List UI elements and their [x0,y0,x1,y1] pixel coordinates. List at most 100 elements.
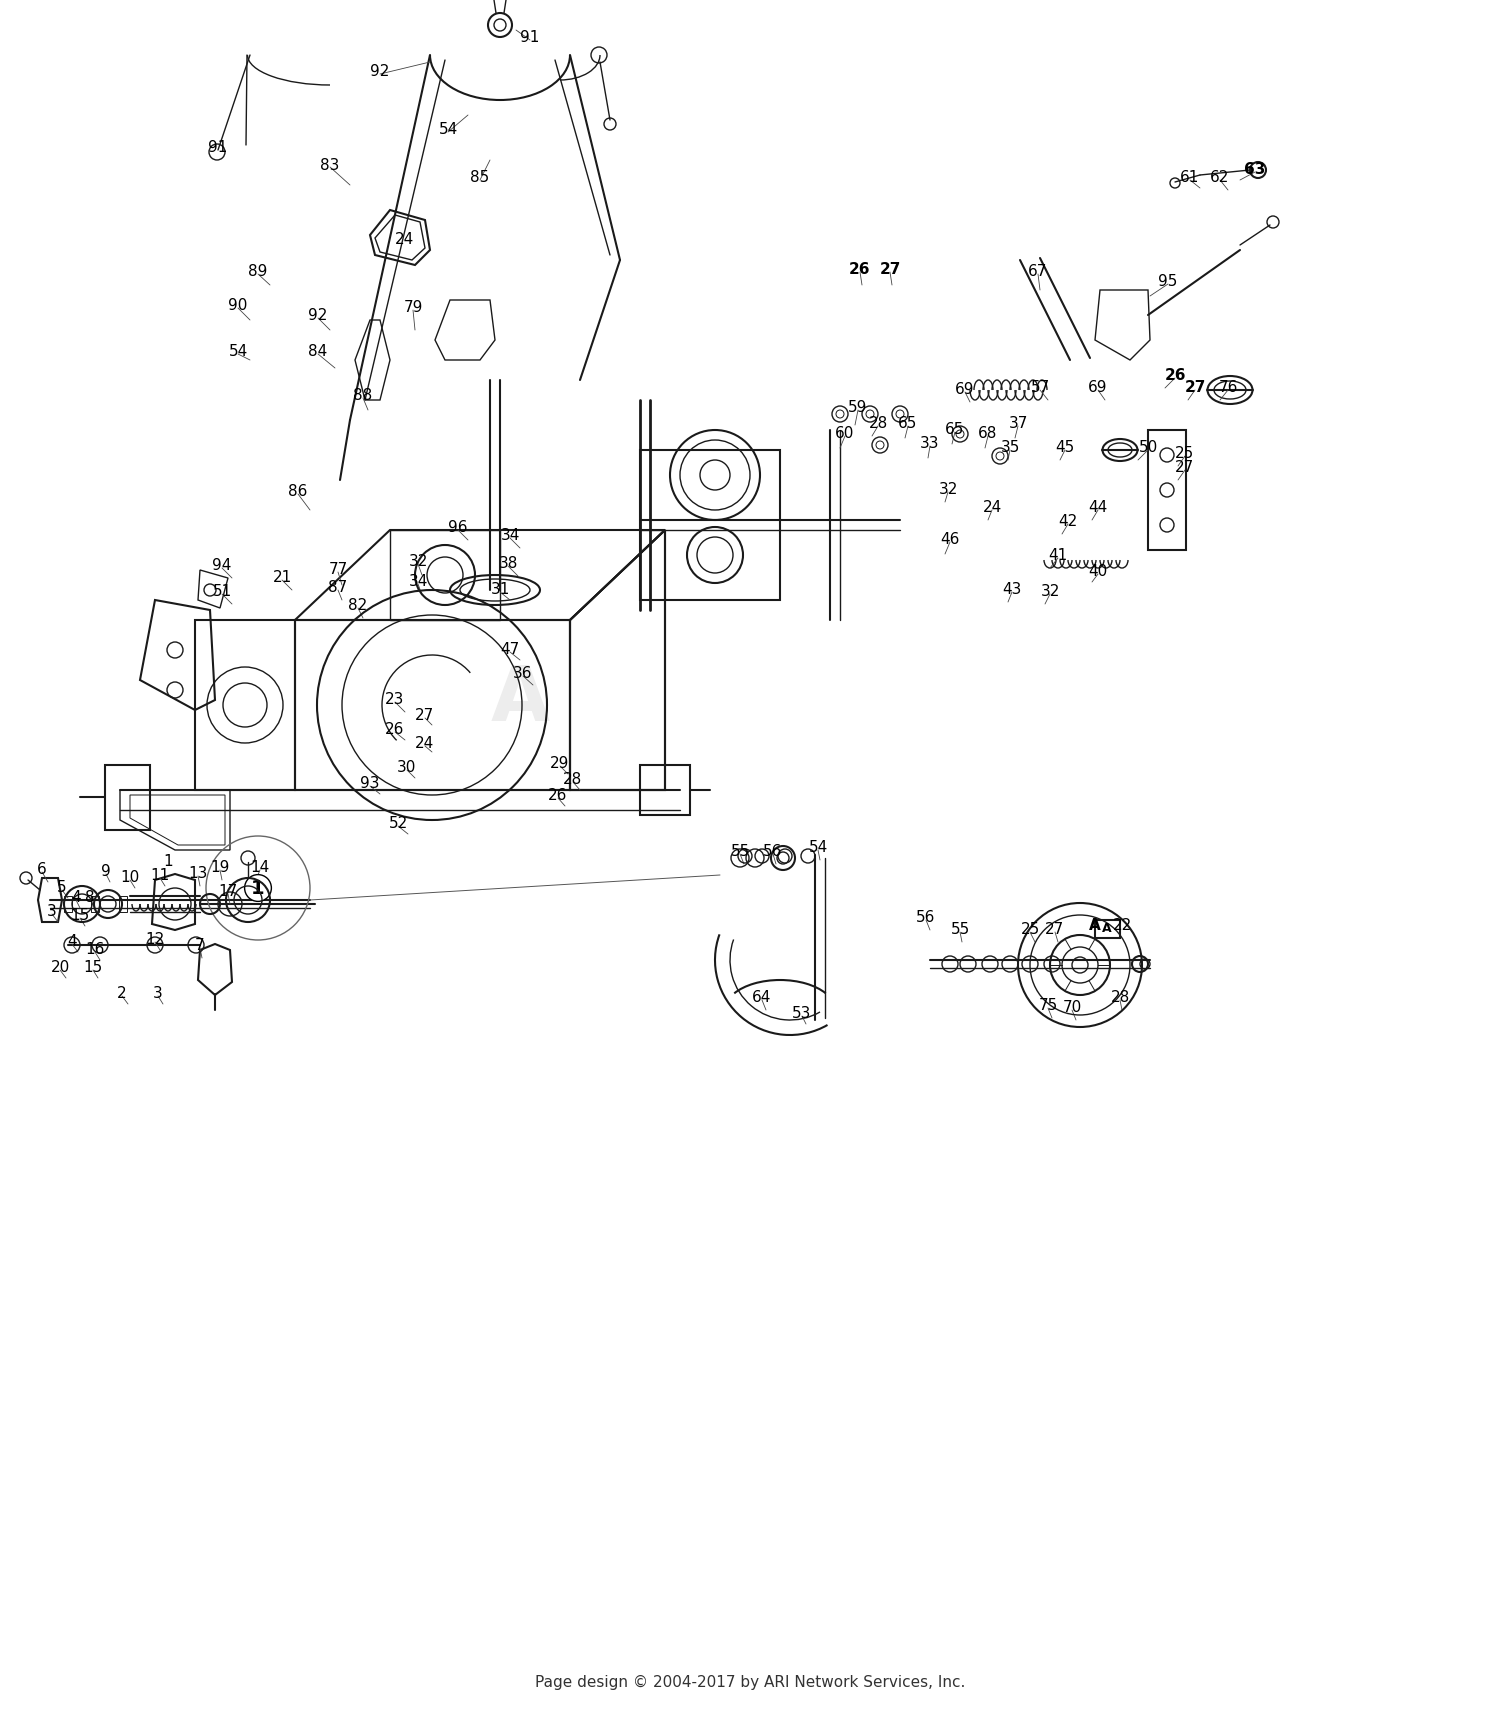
Text: 11: 11 [150,868,170,883]
Text: 15: 15 [84,961,102,975]
Text: 28: 28 [868,417,888,432]
Text: 68: 68 [978,427,998,441]
Text: 34: 34 [501,529,519,544]
Bar [92,895,99,913]
Text: 32: 32 [1041,584,1059,599]
Text: 51: 51 [213,584,231,599]
Text: 13: 13 [189,866,207,882]
Text: 40: 40 [1089,565,1107,580]
Text: 30: 30 [398,761,417,775]
Text: 32: 32 [939,482,957,498]
Text: 95: 95 [1158,274,1178,289]
Text: 70: 70 [1062,1000,1082,1016]
Text: 19: 19 [210,861,230,875]
Text: 26: 26 [849,262,870,277]
Text: 85: 85 [471,170,489,186]
Text: 43: 43 [1002,582,1022,598]
Text: 55: 55 [730,844,750,859]
Text: 14: 14 [251,861,270,875]
Text: 62: 62 [1210,170,1230,186]
Text: 46: 46 [940,532,960,548]
Text: 57: 57 [1030,381,1050,396]
Text: 60: 60 [836,427,855,441]
Text: 34: 34 [408,575,428,589]
Text: 53: 53 [792,1006,812,1021]
Text: 41: 41 [1048,549,1068,563]
Text: 9: 9 [100,864,111,880]
Text: 94: 94 [213,558,231,573]
Text: 69: 69 [1088,381,1107,396]
Text: 31: 31 [490,582,510,598]
Text: 96: 96 [448,520,468,536]
Text: 27: 27 [1185,381,1206,396]
Text: 24: 24 [416,737,435,751]
Text: 2: 2 [117,987,128,1002]
Text: 36: 36 [513,666,532,682]
Text: 54: 54 [808,840,828,856]
Text: 87: 87 [328,580,348,596]
Text: 27: 27 [879,262,900,277]
Text: 52: 52 [388,816,408,832]
Text: 79: 79 [404,301,423,315]
Text: A: A [1102,923,1112,935]
Text: 91: 91 [209,141,228,155]
Bar [64,895,72,913]
Text: 3: 3 [46,904,57,920]
Text: 84: 84 [309,344,327,360]
Text: 35: 35 [1000,441,1020,456]
Text: 4: 4 [68,935,76,949]
Text: 28: 28 [564,773,582,787]
Text: 54: 54 [438,122,458,138]
Text: 61: 61 [1180,170,1200,186]
Text: 93: 93 [360,777,380,792]
Text: 47: 47 [501,642,519,658]
Text: 75: 75 [1038,999,1058,1014]
Text: 20: 20 [51,961,69,975]
Text: 76: 76 [1218,381,1237,396]
Text: 26: 26 [386,723,405,737]
Text: 26: 26 [549,789,567,804]
Text: 38: 38 [498,556,517,572]
Text: 27: 27 [1046,923,1065,937]
Text: 25: 25 [1020,923,1040,937]
Text: 88: 88 [354,389,372,403]
Text: 29: 29 [550,756,570,771]
Text: A: A [1089,918,1101,933]
Text: 27: 27 [416,708,435,723]
Text: 28: 28 [1110,990,1130,1006]
Text: 64: 64 [753,990,771,1006]
Text: 90: 90 [228,298,248,313]
Text: 24: 24 [396,232,414,248]
Text: 65: 65 [898,417,918,432]
Text: 42: 42 [1059,515,1077,529]
Text: 12: 12 [146,933,165,947]
Text: 25: 25 [1176,446,1194,461]
Text: 26: 26 [1164,369,1185,384]
Text: 33: 33 [920,436,939,451]
Text: 21: 21 [273,570,291,585]
Bar [640,765,690,815]
Text: 6: 6 [38,863,46,878]
Text: 50: 50 [1138,441,1158,456]
Text: 15: 15 [70,909,90,923]
Text: 5: 5 [57,880,68,895]
Text: 92: 92 [309,308,327,324]
Text: 77: 77 [328,563,348,577]
Text: 83: 83 [321,157,339,172]
Text: 16: 16 [86,942,105,957]
Text: 63: 63 [1245,162,1266,177]
Text: 27: 27 [1176,460,1194,475]
Text: 4: 4 [70,890,81,906]
Text: 17: 17 [219,885,237,899]
Text: A: A [490,663,549,737]
Text: 37: 37 [1008,417,1028,432]
Text: 45: 45 [1056,441,1074,456]
Text: 22: 22 [1113,918,1131,933]
Bar [1148,430,1186,549]
Text: 54: 54 [228,344,248,360]
Text: 67: 67 [1029,265,1047,279]
Text: 7: 7 [195,938,206,954]
Text: 56: 56 [916,911,936,925]
Text: 91: 91 [520,31,540,45]
Text: 89: 89 [249,265,267,279]
